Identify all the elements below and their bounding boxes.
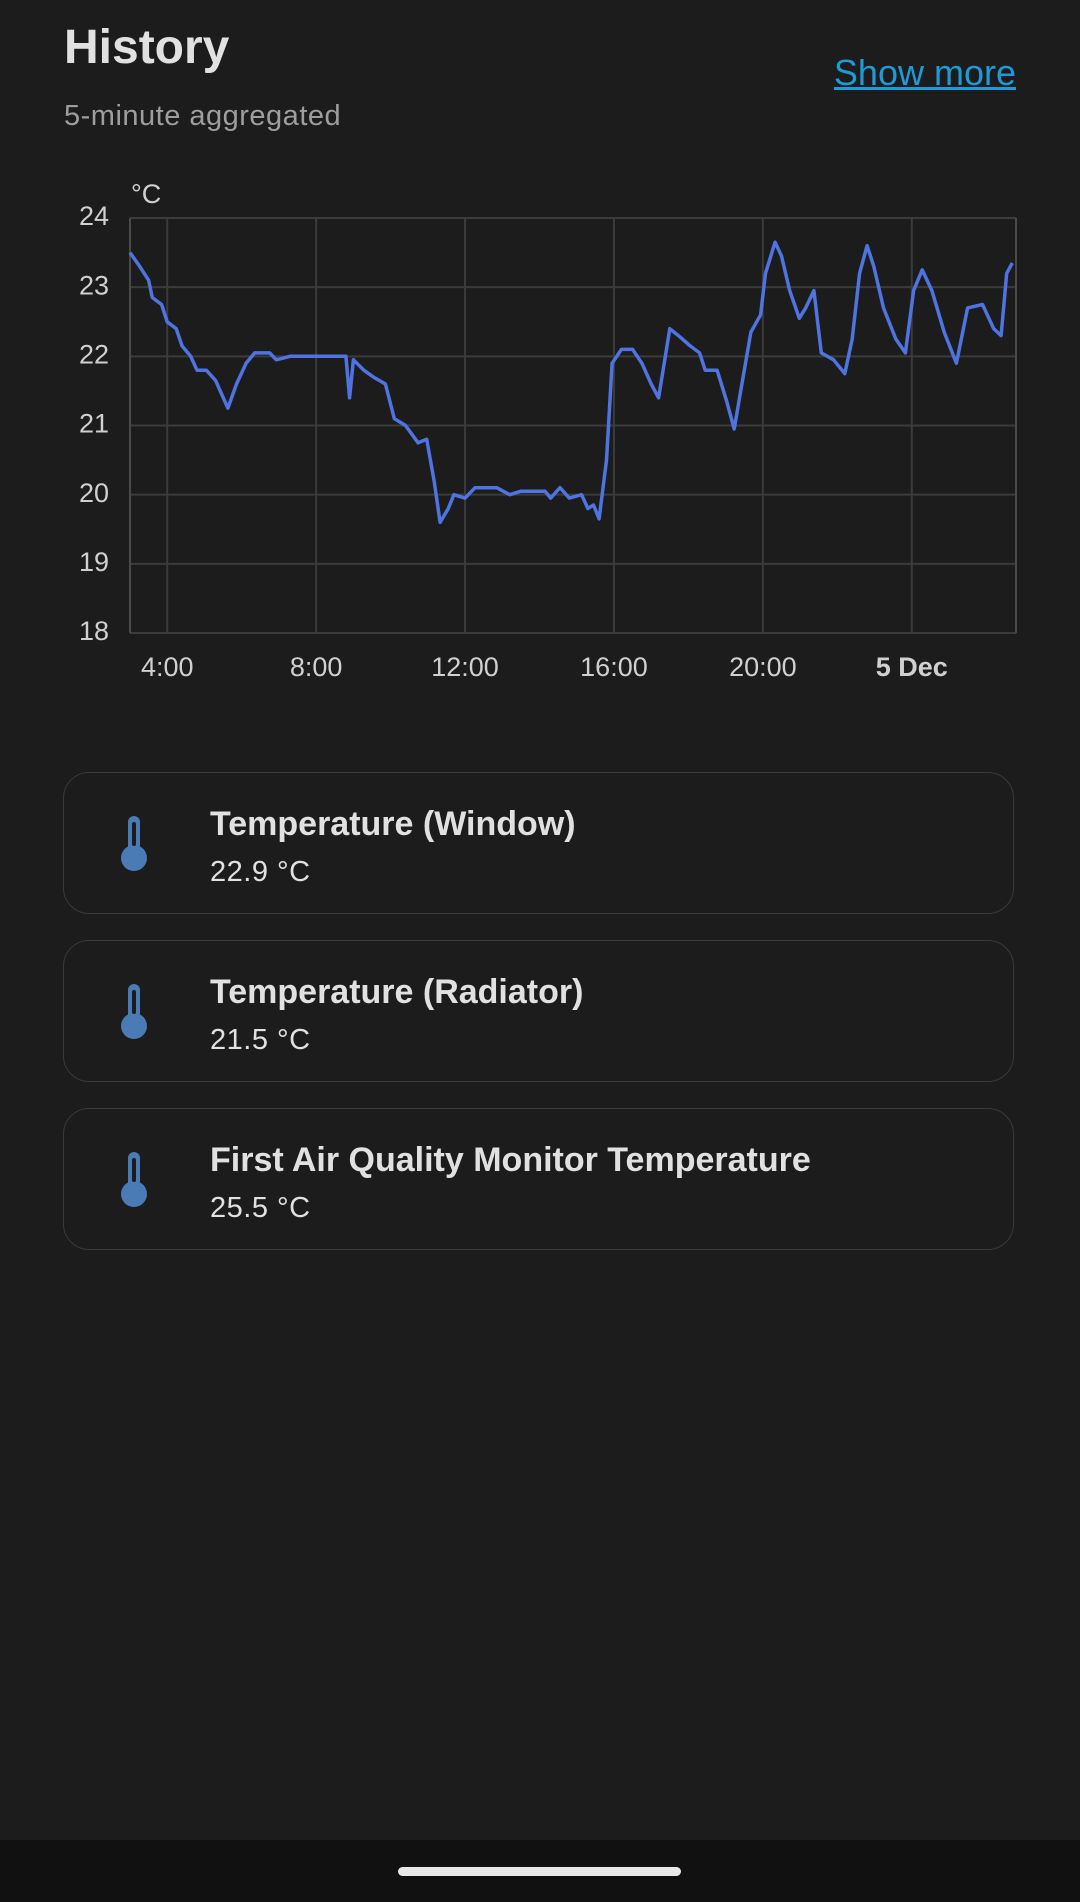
- thermometer-icon: [121, 1152, 147, 1207]
- card-title: History: [64, 21, 230, 74]
- x-tick-label: 5 Dec: [876, 652, 948, 682]
- entity-row[interactable]: First Air Quality Monitor Temperature 25.…: [63, 1108, 1014, 1250]
- show-more-link[interactable]: Show more: [833, 52, 1016, 93]
- y-unit: °C: [131, 179, 161, 209]
- entity-name: First Air Quality Monitor Temperature: [210, 1141, 811, 1179]
- x-tick-label: 20:00: [729, 652, 797, 682]
- y-tick-label: 19: [79, 547, 109, 577]
- home-handle[interactable]: [398, 1867, 681, 1876]
- y-tick-label: 23: [79, 270, 109, 300]
- y-tick-label: 24: [79, 201, 109, 231]
- x-tick-label: 16:00: [580, 652, 648, 682]
- entity-state: 21.5 °C: [210, 1024, 311, 1056]
- series-line: [128, 240, 1014, 525]
- x-tick-label: 8:00: [290, 652, 343, 682]
- chart: °C 18 19 20 21 22 23 24 4:00 8:00 12:00 16:00 20:00…: [79, 179, 1017, 682]
- entity-row[interactable]: Temperature (Radiator) 21.5 °C: [63, 940, 1014, 1082]
- entity-state: 22.9 °C: [210, 856, 311, 888]
- entity-row[interactable]: Temperature (Window) 22.9 °C: [63, 772, 1014, 914]
- y-tick-label: 20: [79, 478, 109, 508]
- x-tick-label: 12:00: [431, 652, 499, 682]
- y-tick-label: 21: [79, 409, 109, 439]
- thermometer-icon: [121, 816, 147, 871]
- entity-name: Temperature (Radiator): [210, 973, 584, 1011]
- y-tick-label: 18: [79, 616, 109, 646]
- y-tick-label: 22: [79, 339, 109, 369]
- card-subtitle: 5-minute aggregated: [64, 100, 342, 132]
- entity-name: Temperature (Window): [210, 805, 576, 843]
- x-tick-label: 4:00: [141, 652, 194, 682]
- entity-state: 25.5 °C: [210, 1192, 311, 1224]
- thermometer-icon: [121, 984, 147, 1039]
